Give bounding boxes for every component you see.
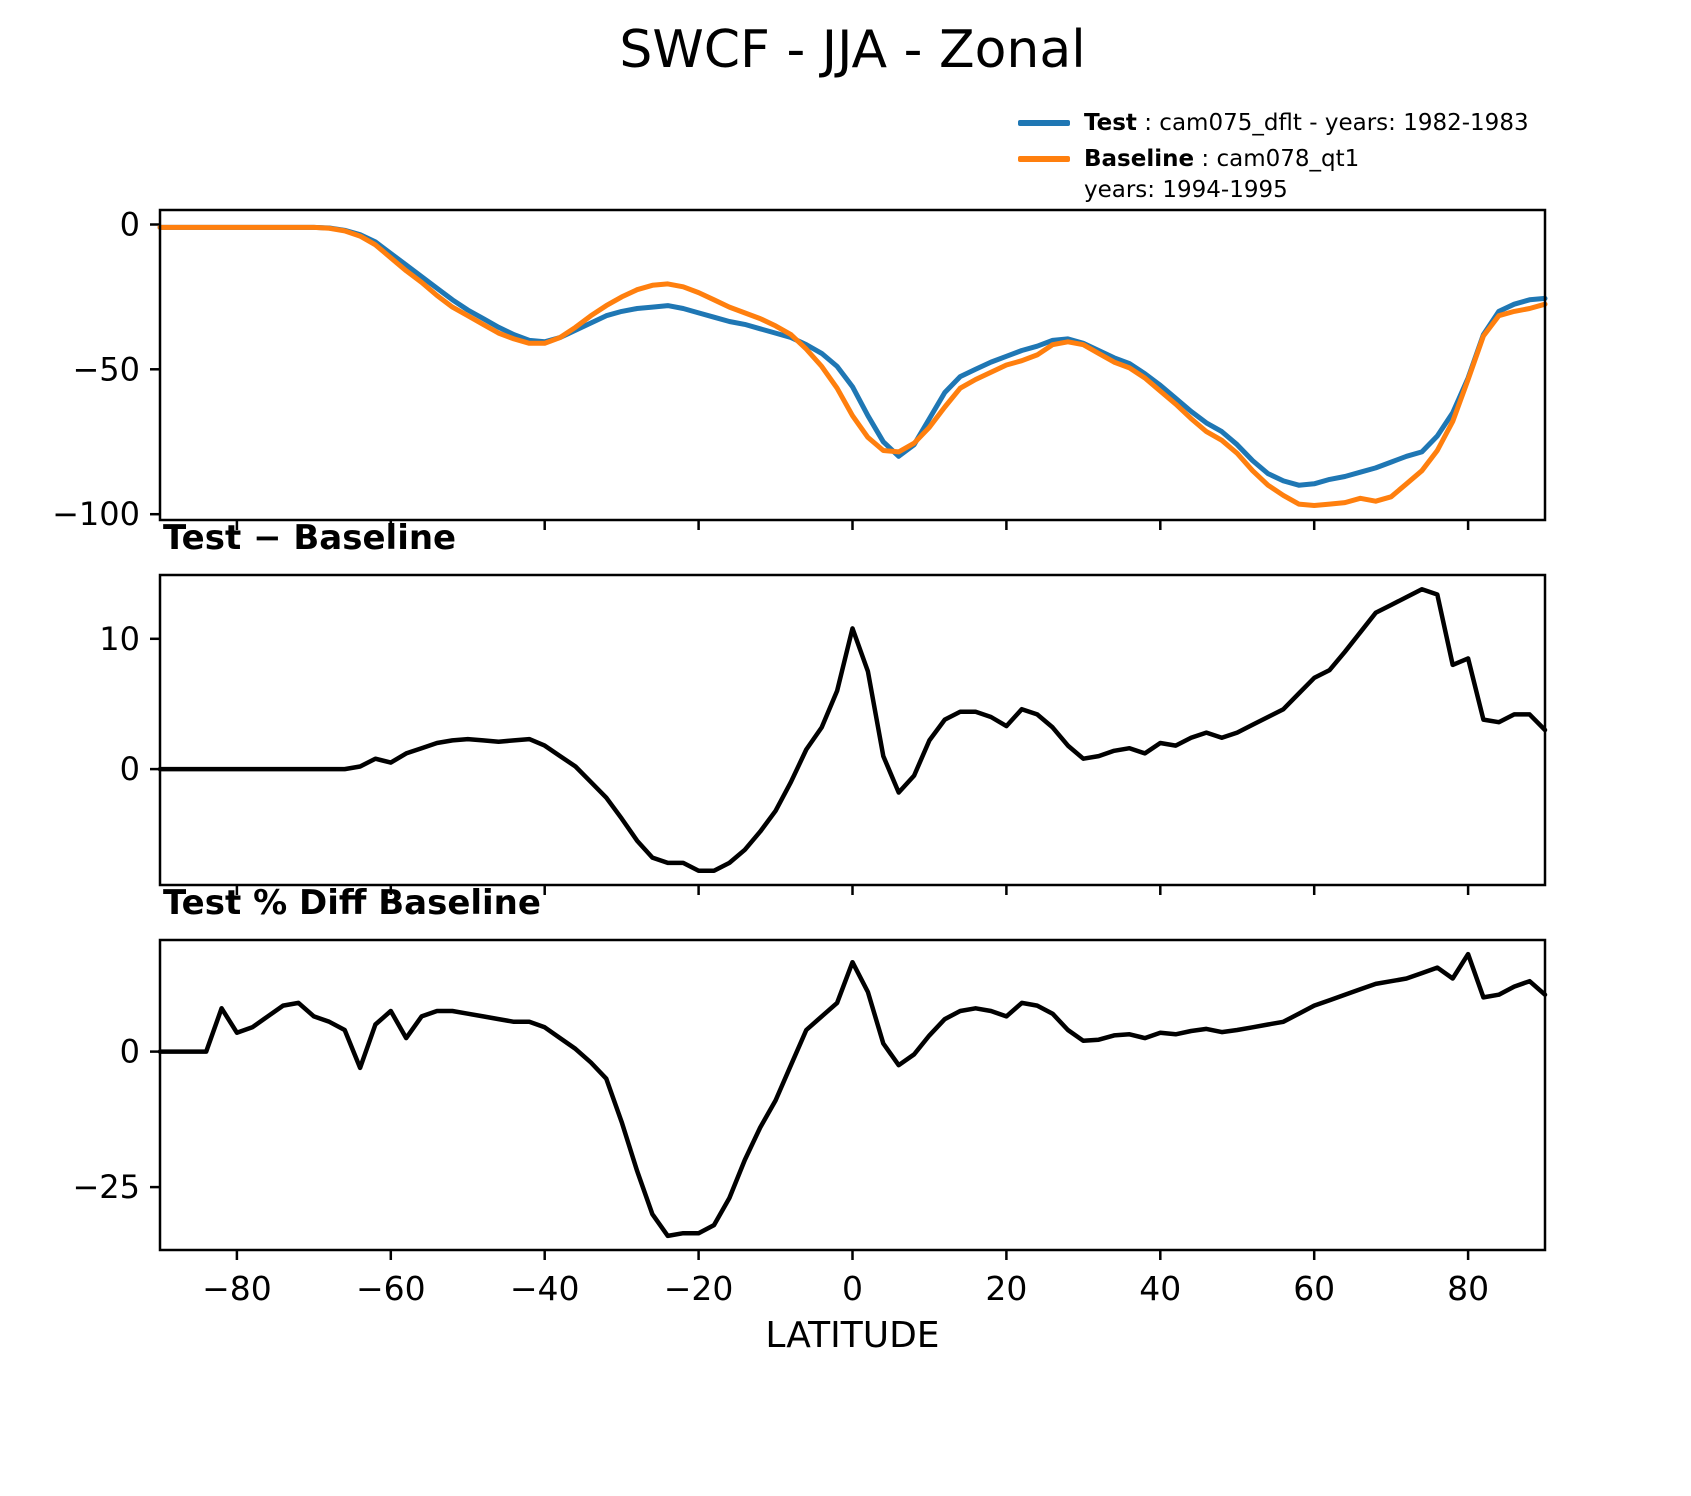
x-tick-label: −60 (356, 1269, 426, 1308)
x-tick-label: 60 (1293, 1269, 1335, 1308)
x-tick-label: −40 (510, 1269, 580, 1308)
y-tick-label: 0 (120, 1033, 140, 1071)
axes-border (158, 573, 1547, 887)
test-line-swatch (1018, 120, 1070, 126)
series-line-Test-Baseline (157, 587, 1548, 873)
series-line-Test (157, 224, 1548, 488)
x-tick-label: −20 (664, 1269, 734, 1308)
y-tick-label: −25 (72, 1168, 140, 1206)
legend-entry-test: Test : cam075_dflt - years: 1982-1983 (1018, 108, 1529, 139)
axes-border (158, 208, 1547, 522)
series-line-Test-Diff-Baseline (157, 951, 1548, 1239)
legend-label-test: Test : cam075_dflt - years: 1982-1983 (1084, 108, 1529, 139)
y-tick-label: 0 (120, 206, 140, 244)
x-tick-label: −80 (202, 1269, 272, 1308)
legend-label-test-rest: : cam075_dflt - years: 1982-1983 (1136, 110, 1529, 136)
y-tick-label: −100 (52, 495, 140, 533)
legend-label-baseline-line2: years: 1994-1995 (1084, 177, 1288, 203)
legend-label-baseline-line1: Baseline : cam078_qt1 (1084, 146, 1359, 172)
legend: Test : cam075_dflt - years: 1982-1983 Ba… (1018, 108, 1529, 211)
x-axis-label: LATITUDE (765, 1315, 940, 1356)
swcf-zonal-plot: 0 −50 −100 (52, 206, 1548, 533)
x-tick-label: 20 (985, 1269, 1027, 1308)
x-tick-label: 0 (842, 1269, 863, 1308)
legend-label-test-bold: Test (1084, 110, 1137, 136)
x-tick-label: 80 (1447, 1269, 1489, 1308)
series-line-Baseline (157, 224, 1548, 508)
legend-label-baseline-bold: Baseline (1084, 146, 1195, 172)
legend-label-baseline-rest: : cam078_qt1 (1194, 146, 1360, 172)
x-tick-label: 40 (1139, 1269, 1181, 1308)
diff-plot-title: Test − Baseline (163, 518, 457, 558)
legend-entry-baseline: Baseline : cam078_qt1 years: 1994-1995 (1018, 144, 1529, 206)
pctdiff-plot-title: Test % Diff Baseline (163, 883, 541, 923)
y-tick-label: 10 (99, 620, 140, 658)
baseline-line-swatch (1018, 156, 1070, 162)
y-tick-label: −50 (72, 350, 140, 388)
pctdiff-plot: 0 −25 −80 −60 −40 −20 0 20 40 60 80 (72, 938, 1548, 1308)
chart-title: SWCF - JJA - Zonal (619, 20, 1086, 80)
legend-label-baseline: Baseline : cam078_qt1 years: 1994-1995 (1084, 144, 1359, 206)
diff-plot: 10 0 (99, 573, 1548, 895)
axes-border (158, 938, 1547, 1252)
y-tick-label: 0 (120, 750, 140, 788)
